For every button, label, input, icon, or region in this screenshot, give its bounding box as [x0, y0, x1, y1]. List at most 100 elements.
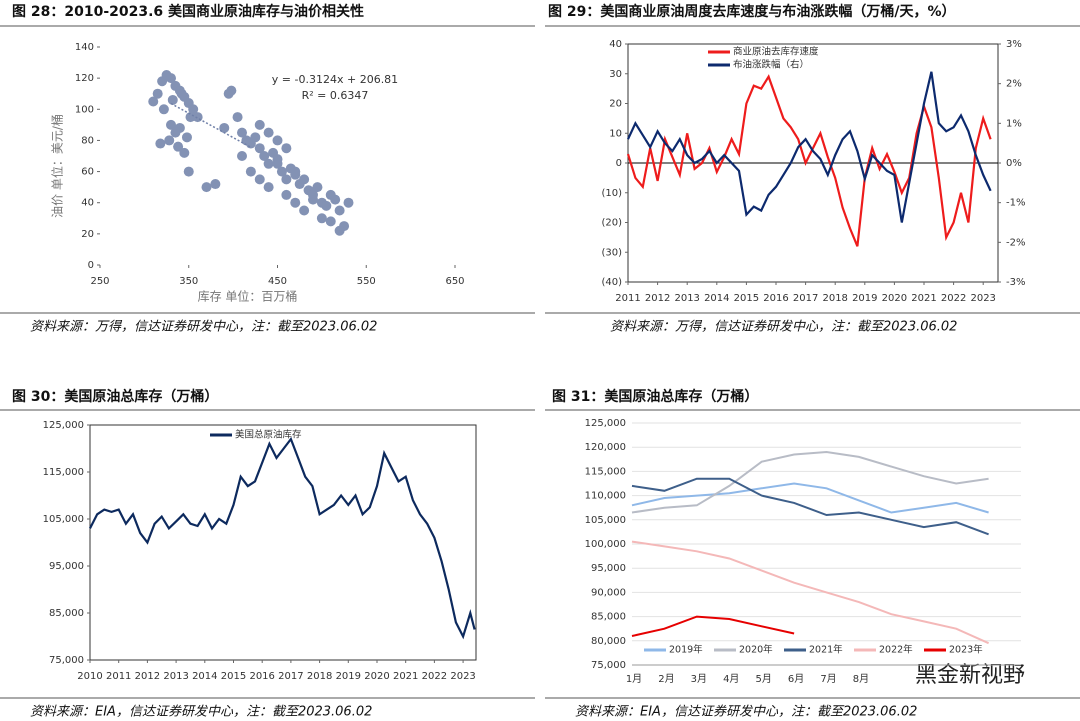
- plot-frame: [89, 424, 477, 661]
- x-tick-label: 2021: [911, 293, 936, 304]
- x-tick-label: 2015: [221, 671, 246, 682]
- scatter-point: [290, 197, 301, 208]
- x-tick-label: 2013: [163, 671, 188, 682]
- scatter-point: [237, 151, 247, 161]
- scatter-point: [226, 85, 237, 96]
- y-tick-label: 125,000: [585, 418, 626, 429]
- y-tick-label: 125,000: [43, 420, 84, 431]
- scatter-point: [179, 147, 190, 158]
- y-tick-label: 40: [81, 198, 94, 209]
- legend-label: 2019年: [669, 644, 703, 656]
- scatter-point: [259, 151, 270, 161]
- scatter-point: [176, 88, 187, 99]
- x-tick-label: 3月: [691, 673, 707, 685]
- scatter-point: [254, 119, 265, 130]
- legend-label: 2021年: [809, 644, 843, 656]
- y2-tick-label: 1%: [1006, 118, 1022, 129]
- legend-label: 美国总原油库存: [235, 429, 302, 441]
- scatter-point: [276, 166, 287, 177]
- y2-tick-label: -1%: [1006, 198, 1025, 209]
- x-tick-label: 2021: [393, 671, 418, 682]
- y-tick-label: 75,000: [591, 660, 626, 671]
- scatter-point: [334, 225, 345, 236]
- legend-label: 布油涨跌幅（右）: [733, 59, 809, 71]
- x-tick-label: 2月: [658, 673, 674, 685]
- source-note: 资料来源：EIA，信达证券研发中心，注：截至2023.06.02: [30, 705, 372, 720]
- x-tick-label: 2020: [882, 293, 907, 304]
- scatter-point: [155, 138, 166, 149]
- series-line: [631, 482, 989, 514]
- y-tick-label: (20): [601, 218, 622, 229]
- y-tick-label: 100,000: [585, 539, 626, 550]
- x-tick-label: 1月: [626, 673, 642, 685]
- scatter-point: [152, 88, 163, 99]
- x-tick-label: 2022: [422, 671, 447, 682]
- x-tick-label: 2014: [192, 671, 217, 682]
- scatter-point: [343, 197, 354, 208]
- legend-label: 2022年: [879, 644, 913, 656]
- scatter-point: [148, 96, 159, 107]
- scatter-point: [166, 73, 176, 84]
- x-tick-label: 450: [268, 276, 287, 287]
- x-tick-label: 2018: [822, 293, 847, 304]
- x-tick-label: 350: [179, 276, 198, 287]
- y-tick-label: 105,000: [43, 514, 84, 525]
- y-tick-label: 120: [75, 73, 94, 84]
- legend-label: 2020年: [739, 644, 773, 656]
- scatter-point: [299, 205, 310, 216]
- y-tick-label: 95,000: [49, 561, 84, 572]
- x-tick-label: 7月: [820, 673, 836, 685]
- y-tick-label: 85,000: [591, 612, 626, 623]
- x-tick-label: 4月: [723, 673, 739, 685]
- y-tick-label: 60: [81, 167, 94, 178]
- y-tick-label: 40: [609, 39, 622, 50]
- scatter-point: [237, 127, 247, 138]
- scatter-point: [281, 189, 292, 200]
- scatter-point: [312, 182, 323, 193]
- chart-title: 图 28：2010-2023.6 美国商业原油库存与油价相关性: [12, 3, 364, 20]
- source-note: 资料来源：万得，信达证券研发中心，注：截至2023.06.02: [30, 320, 377, 335]
- x-tick-label: 2018: [307, 671, 332, 682]
- series-line: [627, 71, 992, 223]
- y-tick-label: 105,000: [585, 515, 626, 526]
- scatter-point: [164, 135, 175, 146]
- y-tick-label: 80,000: [591, 636, 626, 647]
- chart-title: 图 31：美国原油总库存（万桶）: [552, 388, 758, 405]
- scatter-point: [250, 132, 261, 143]
- x-tick-label: 2016: [249, 671, 274, 682]
- y2-tick-label: 3%: [1006, 39, 1022, 50]
- scatter-point: [188, 104, 199, 115]
- x-axis-label: 库存 单位：百万桶: [198, 289, 298, 304]
- y-tick-label: 10: [609, 128, 622, 139]
- y-axis-label: 油价 单位：美元/桶: [50, 114, 65, 218]
- scatter-point: [330, 194, 341, 205]
- y-tick-label: 20: [609, 99, 622, 110]
- x-tick-label: 2023: [970, 293, 995, 304]
- x-tick-label: 6月: [788, 673, 804, 685]
- series-line: [631, 477, 989, 536]
- scatter-point: [173, 141, 184, 152]
- scatter-point: [281, 143, 292, 154]
- y-tick-label: 140: [75, 42, 94, 53]
- x-tick-label: 550: [357, 276, 376, 287]
- x-tick-label: 2014: [704, 293, 729, 304]
- source-note: 资料来源：EIA，信达证券研发中心，注：截至2023.06.02: [575, 705, 917, 720]
- scatter-point: [170, 127, 181, 138]
- x-tick-label: 2011: [615, 293, 640, 304]
- y-tick-label: 0: [88, 260, 94, 271]
- y2-tick-label: -2%: [1006, 237, 1025, 248]
- annotation: y = -0.3124x + 206.81: [272, 73, 398, 86]
- scatter-point: [334, 205, 345, 216]
- scatter-point: [245, 166, 256, 177]
- annotation: R² = 0.6347: [302, 89, 369, 102]
- scatter-point: [299, 174, 310, 185]
- source-note: 资料来源：万得，信达证券研发中心，注：截至2023.06.02: [610, 320, 957, 335]
- series-line: [631, 540, 990, 645]
- scatter-point: [263, 158, 274, 169]
- scatter-point: [185, 112, 196, 123]
- x-tick-label: 2010: [77, 671, 102, 682]
- series-line: [89, 436, 476, 640]
- y-tick-label: 115,000: [585, 466, 626, 477]
- y-tick-label: (40): [601, 277, 622, 288]
